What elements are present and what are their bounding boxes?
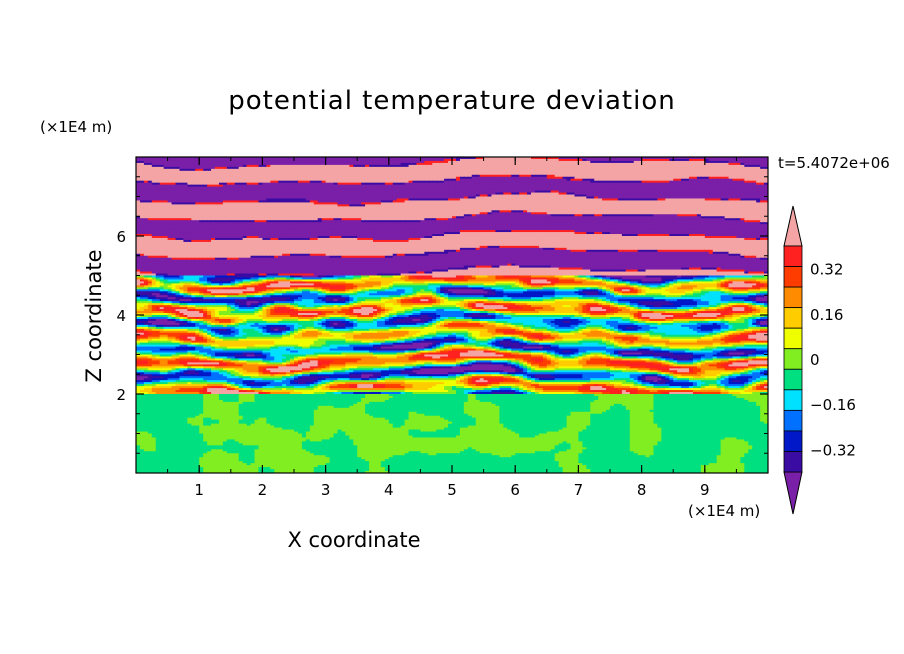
y-tick-label: 4 [116,307,126,325]
x-tick-label: 3 [321,481,331,499]
colorbar-band [784,431,802,452]
x-tick-label: 6 [510,481,520,499]
colorbar-band [784,267,802,288]
x-tick-label: 5 [447,481,457,499]
y-tick-label: 6 [116,228,126,246]
colorbar-band [784,246,802,267]
colorbar-tick-label: −0.32 [810,441,856,459]
x-tick-label: 2 [258,481,268,499]
contour-field [136,157,769,474]
colorbar-min-extension [784,472,802,514]
y-tick-label: 2 [116,386,126,404]
x-tick-label: 7 [574,481,584,499]
colorbar-band [784,349,802,370]
x-tick-label: 4 [384,481,394,499]
colorbar-band [784,287,802,308]
colorbar-max-extension [784,206,802,246]
colorbar-tick-label: 0 [810,351,820,369]
colorbar-band [784,451,802,472]
x-tick-label: 1 [194,481,204,499]
colorbar-tick-label: 0.16 [810,306,843,324]
colorbar-tick-label: 0.32 [810,261,843,279]
colorbar-tick-label: −0.16 [810,396,856,414]
colorbar-band [784,390,802,411]
x-tick-label: 8 [637,481,647,499]
colorbar: 0.32 0.16 0 −0.16 −0.32 [784,206,856,514]
colorbar-band [784,308,802,329]
colorbar-band [784,328,802,349]
colorbar-band [784,410,802,431]
colorbar-band [784,369,802,390]
x-tick-label: 9 [700,481,710,499]
